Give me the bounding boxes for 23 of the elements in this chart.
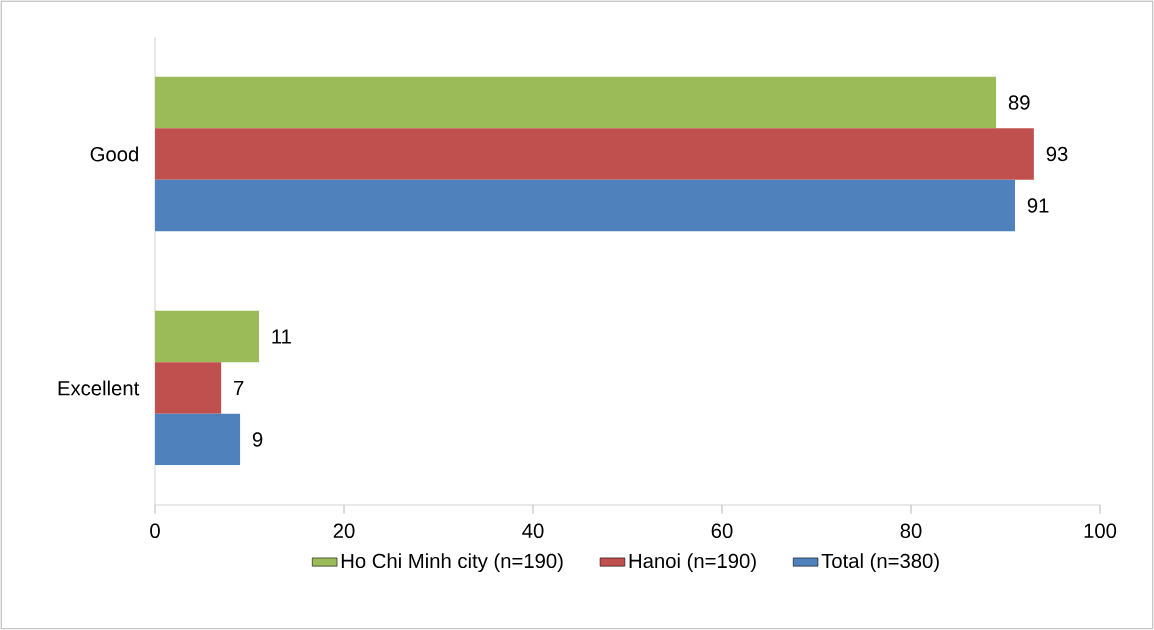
x-tick-label: 20 [333,523,355,538]
x-tick-label: 40 [522,523,544,538]
data-label: 89 [1008,95,1030,110]
x-tick-label: 100 [1084,523,1117,538]
legend-label: Ho Chi Minh city (n=190) [341,553,563,573]
bar [155,310,259,363]
x-tick-label: 0 [150,523,160,538]
x-tick-label: 60 [711,523,733,538]
data-label: 91 [1027,198,1049,213]
bar [155,128,1034,180]
bar [155,179,1015,232]
bar [155,76,997,129]
data-label: 93 [1046,146,1068,162]
x-tick-label: 80 [900,523,922,538]
y-tick-label: Excellent [58,380,140,396]
data-label: 9 [252,432,263,447]
legend-label: Hanoi (n=190) [629,553,756,573]
data-label: 11 [272,329,291,344]
y-tick-label: Good [90,146,138,162]
data-label: 7 [234,381,244,395]
bar [155,413,241,466]
legend-label: Total (n=380) [821,553,939,573]
bar [155,362,222,414]
